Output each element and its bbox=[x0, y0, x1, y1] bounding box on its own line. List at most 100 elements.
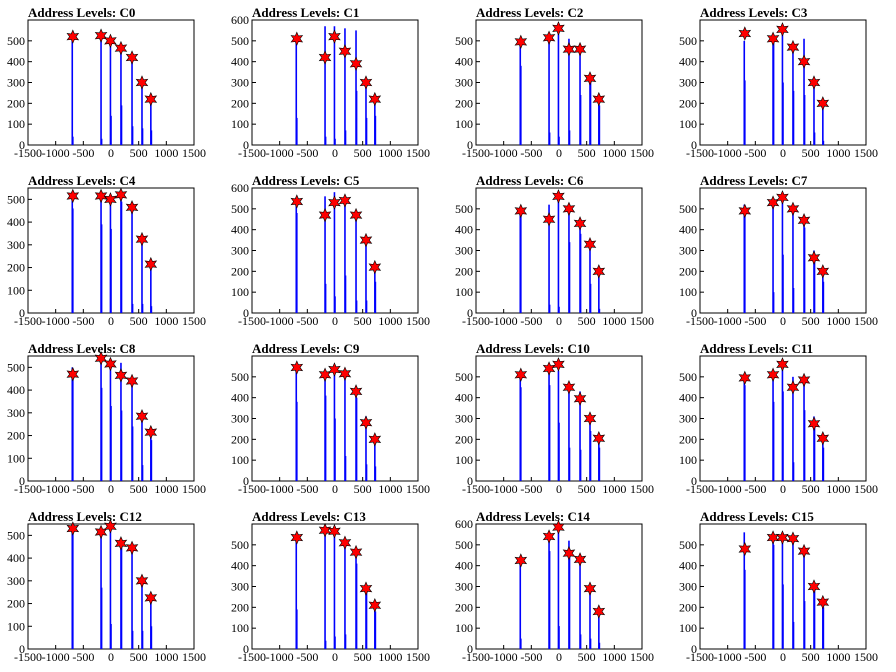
y-tick-label: 500 bbox=[679, 370, 697, 384]
histogram-bar bbox=[813, 82, 815, 145]
y-tick-label: 300 bbox=[679, 244, 697, 258]
peak-marker bbox=[573, 391, 587, 406]
histogram-bar bbox=[813, 260, 816, 313]
peak-marker bbox=[125, 373, 139, 389]
x-tick-label: 1500 bbox=[854, 146, 878, 160]
peak-marker bbox=[766, 367, 780, 383]
histogram-bar bbox=[822, 447, 825, 481]
y-tick-label: 300 bbox=[231, 412, 249, 426]
y-tick-label: 0 bbox=[467, 138, 473, 152]
y-tick-label: 300 bbox=[7, 406, 25, 420]
histogram-bar bbox=[744, 385, 746, 481]
peak-marker bbox=[135, 408, 149, 424]
peak-marker bbox=[359, 415, 373, 430]
x-tick-label: -1500 bbox=[462, 146, 490, 160]
histogram-bar bbox=[110, 228, 112, 313]
peak-marker bbox=[738, 541, 752, 557]
y-tick-label: 0 bbox=[467, 642, 473, 656]
histogram-bar bbox=[141, 303, 144, 313]
histogram-bar bbox=[598, 642, 601, 649]
histogram-bar bbox=[558, 306, 560, 313]
x-tick-label: 500 bbox=[130, 146, 148, 160]
histogram-bar bbox=[131, 303, 134, 313]
histogram-bar bbox=[365, 416, 367, 481]
histogram-bar bbox=[296, 609, 298, 649]
histogram-bar bbox=[792, 538, 794, 649]
chart-panel-5: Address Levels: C5 0 100 200 300 400 500 600 -15… bbox=[231, 173, 430, 328]
x-tick-label: -1000 bbox=[266, 146, 294, 160]
peak-marker bbox=[514, 553, 528, 568]
y-tick-label: 400 bbox=[679, 559, 697, 573]
chart-title: Address Levels: C14 bbox=[476, 509, 590, 524]
peak-marker bbox=[562, 201, 576, 217]
x-tick-label: 1500 bbox=[630, 146, 654, 160]
histogram-bar bbox=[782, 254, 784, 313]
histogram-bar bbox=[365, 244, 367, 313]
histogram-bar bbox=[579, 95, 582, 145]
y-tick-label: 500 bbox=[455, 370, 473, 384]
y-tick-label: 300 bbox=[231, 76, 249, 90]
x-tick-label: 500 bbox=[130, 482, 148, 496]
y-tick-label: 300 bbox=[7, 76, 25, 90]
chart-title: Address Levels: C2 bbox=[476, 5, 583, 20]
y-tick-label: 300 bbox=[7, 574, 25, 588]
histogram-bar bbox=[557, 32, 560, 145]
x-tick-label: 0 bbox=[332, 482, 338, 496]
peak-marker bbox=[114, 187, 128, 203]
peak-marker bbox=[318, 367, 332, 383]
x-tick-label: -1500 bbox=[462, 314, 490, 328]
histogram-bar bbox=[120, 105, 123, 145]
histogram-bar bbox=[334, 138, 336, 145]
peak-marker bbox=[328, 524, 341, 539]
chart-panel-0: Address Levels: C00100200300400500-1500-… bbox=[7, 5, 206, 160]
peak-marker bbox=[776, 357, 789, 372]
histogram-bar bbox=[374, 281, 377, 313]
histogram-bar bbox=[772, 292, 775, 313]
x-tick-label: 1000 bbox=[154, 146, 178, 160]
peak-marker bbox=[797, 213, 811, 228]
histogram-bar bbox=[548, 204, 550, 313]
x-tick-label: -1000 bbox=[714, 314, 742, 328]
x-tick-label: 1500 bbox=[854, 650, 878, 664]
peak-marker bbox=[592, 431, 606, 446]
histogram-bar bbox=[568, 551, 571, 649]
x-tick-label: 500 bbox=[578, 482, 596, 496]
histogram-bar bbox=[141, 238, 143, 313]
x-tick-label: 1500 bbox=[630, 650, 654, 664]
x-tick-label: 0 bbox=[332, 650, 338, 664]
histogram-bar bbox=[589, 638, 592, 649]
x-tick-label: 0 bbox=[556, 650, 562, 664]
x-tick-label: 500 bbox=[354, 314, 372, 328]
peak-marker bbox=[807, 250, 821, 266]
histogram-bar bbox=[374, 115, 377, 145]
y-tick-label: 500 bbox=[231, 202, 249, 216]
x-tick-label: -500 bbox=[744, 146, 766, 160]
histogram-bar bbox=[579, 557, 581, 649]
y-tick-label: 200 bbox=[231, 96, 249, 110]
y-tick-label: 100 bbox=[455, 621, 473, 635]
chart-title: Address Levels: C8 bbox=[28, 341, 136, 356]
histogram-bar bbox=[598, 308, 601, 313]
x-tick-label: -1000 bbox=[266, 650, 294, 664]
x-tick-label: 500 bbox=[354, 482, 372, 496]
x-tick-label: -500 bbox=[72, 650, 94, 664]
x-tick-label: -1000 bbox=[490, 314, 518, 328]
peak-marker bbox=[290, 194, 304, 209]
x-tick-label: -1000 bbox=[42, 650, 70, 664]
peak-marker bbox=[104, 356, 117, 372]
peak-marker bbox=[776, 22, 789, 37]
peak-marker bbox=[144, 424, 158, 440]
x-tick-label: -1000 bbox=[42, 482, 70, 496]
histogram-bar bbox=[813, 586, 816, 649]
histogram-bar bbox=[813, 418, 816, 481]
y-tick-label: 0 bbox=[691, 642, 697, 656]
peak-marker bbox=[766, 530, 780, 545]
peak-marker bbox=[125, 540, 139, 556]
histogram-bar bbox=[100, 36, 102, 145]
x-tick-label: 1500 bbox=[182, 482, 206, 496]
peak-marker bbox=[125, 50, 139, 65]
peak-marker bbox=[144, 91, 158, 107]
histogram-bar bbox=[803, 551, 805, 649]
x-tick-label: -500 bbox=[72, 482, 94, 496]
histogram-bar bbox=[792, 90, 795, 145]
